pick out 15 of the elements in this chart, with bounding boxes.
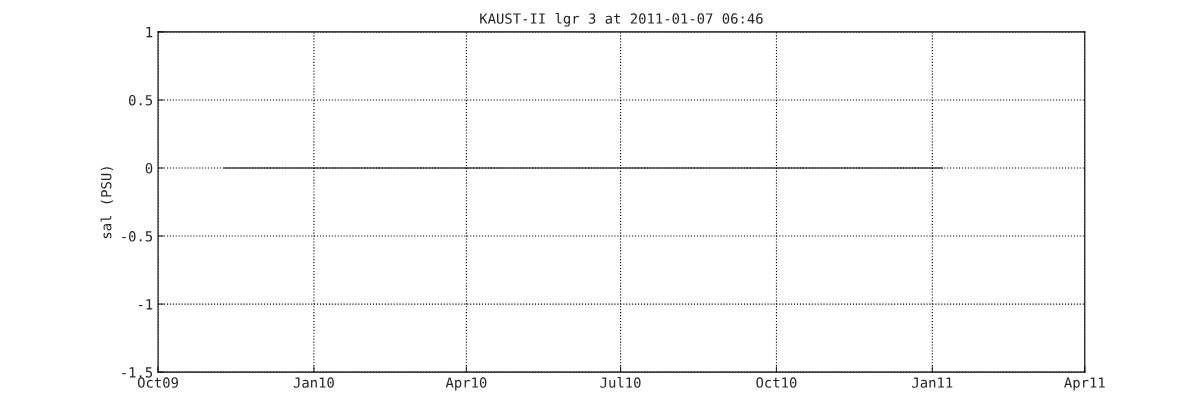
x-tick-label: Jan10	[293, 377, 334, 388]
y-tick-label: 0	[145, 163, 153, 174]
y-tick-label: -0.5	[122, 231, 153, 242]
x-tick-label: Oct09	[137, 377, 178, 388]
x-tick-label: Oct10	[756, 377, 797, 388]
x-tick-label: Apr11	[1064, 377, 1105, 391]
y-axis-title: sal (PSU)	[100, 167, 114, 239]
chart-title: KAUST-II lgr 3 at 2011-01-07 06:46	[480, 12, 763, 27]
y-tick-label: -1	[138, 299, 153, 310]
x-tick-label: Jul10	[600, 376, 641, 388]
x-tick-label: Apr10	[445, 377, 487, 391]
y-tick-label: 1	[146, 27, 153, 38]
y-tick-label: -1.5	[122, 367, 153, 378]
x-tick-label: Jan11	[912, 377, 953, 388]
y-tick-label: 0.5	[129, 94, 153, 106]
